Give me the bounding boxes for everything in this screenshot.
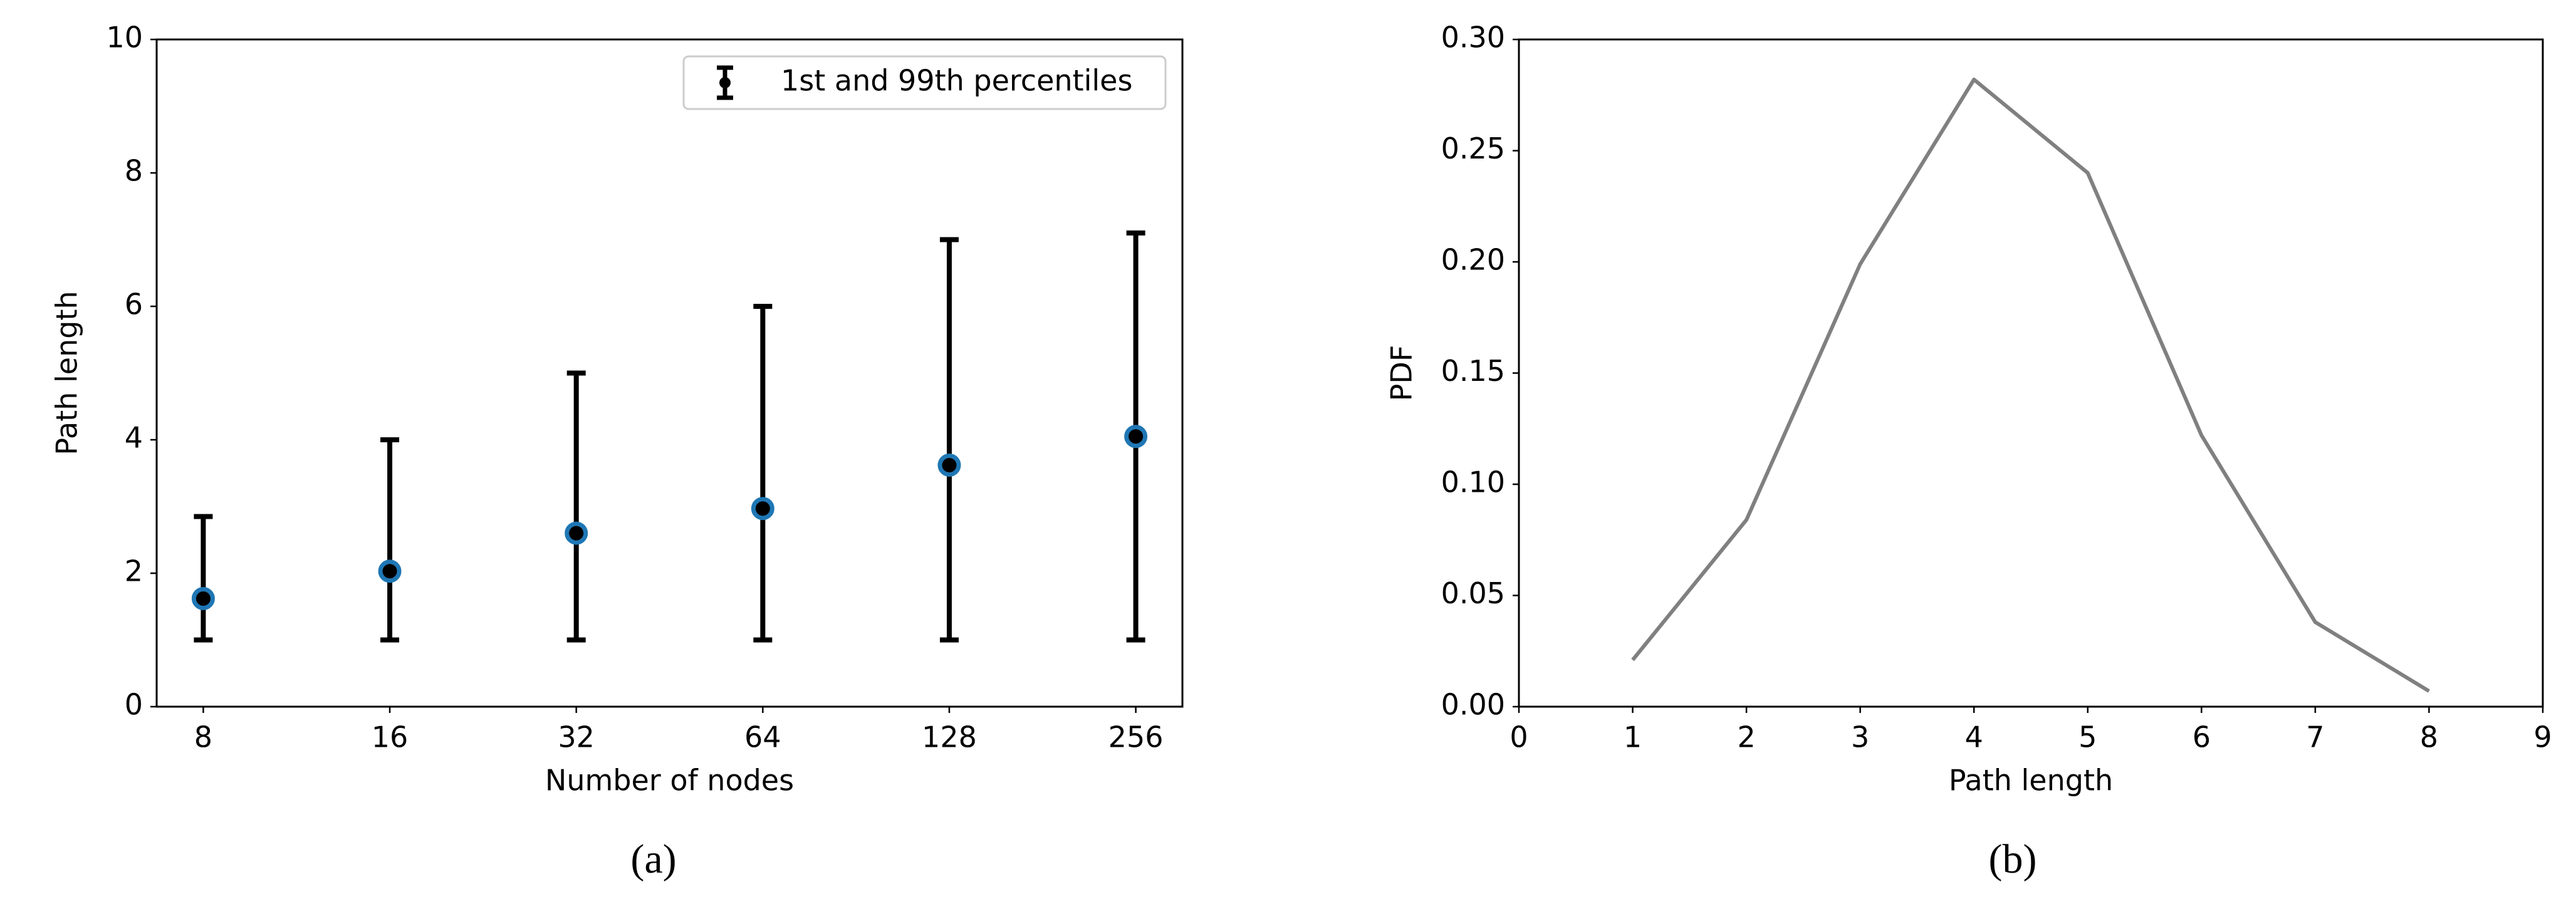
y-tick-label: 8 (125, 154, 143, 188)
error-bar (566, 370, 586, 643)
x-tick-label: 64 (744, 720, 781, 754)
x-tick-label: 8 (194, 720, 212, 754)
x-tick-label: 2 (1737, 720, 1755, 754)
y-axis-label: PDF (1385, 345, 1419, 402)
x-tick-label: 4 (1965, 720, 1983, 754)
error-bar (194, 514, 213, 643)
y-tick-label: 0.20 (1441, 243, 1505, 277)
mean-marker (565, 521, 588, 545)
mean-marker (191, 586, 215, 610)
x-axis-label: Number of nodes (545, 764, 794, 797)
x-tick-label: 1 (1624, 720, 1642, 754)
x-tick-label: 32 (558, 720, 595, 754)
mean-marker (937, 453, 961, 477)
error-bar (939, 237, 959, 643)
y-tick-label: 0.15 (1441, 354, 1505, 388)
y-tick-label: 0.05 (1441, 576, 1505, 610)
x-tick-label: 16 (372, 720, 409, 754)
legend-icon (719, 77, 731, 88)
data-line (1631, 77, 2430, 693)
y-tick-label: 2 (125, 554, 143, 588)
mean-marker (1124, 425, 1148, 449)
x-tick-label: 8 (2420, 720, 2438, 754)
axes-frame (1518, 38, 2544, 708)
y-tick-label: 4 (125, 421, 143, 455)
error-bar (753, 304, 773, 643)
y-tick-label: 0.25 (1441, 132, 1505, 165)
y-tick-label: 0.10 (1441, 465, 1505, 499)
x-tick-label: 7 (2306, 720, 2324, 754)
x-tick-label: 128 (922, 720, 977, 754)
error-bar (380, 437, 400, 643)
y-tick-label: 6 (125, 288, 143, 321)
caption: (a) (630, 836, 676, 882)
legend-box (682, 55, 1167, 110)
x-tick-label: 3 (1851, 720, 1869, 754)
x-tick-label: 6 (2193, 720, 2211, 754)
legend-label: 1st and 99th percentiles (781, 64, 1132, 98)
y-tick-label: 0.30 (1441, 21, 1505, 55)
mean-marker (378, 559, 402, 583)
x-tick-label: 5 (2078, 720, 2097, 754)
y-tick-label: 0.00 (1441, 688, 1505, 722)
y-tick-label: 0 (125, 688, 143, 722)
x-tick-label: 9 (2533, 720, 2552, 754)
x-axis-label: Path length (1949, 764, 2113, 797)
x-tick-label: 0 (1510, 720, 1528, 754)
x-tick-label: 256 (1108, 720, 1164, 754)
caption: (b) (1989, 836, 2037, 882)
y-tick-label: 10 (106, 21, 143, 55)
mean-marker (751, 497, 774, 521)
y-axis-label: Path length (50, 291, 84, 455)
axes-frame (155, 38, 1184, 708)
